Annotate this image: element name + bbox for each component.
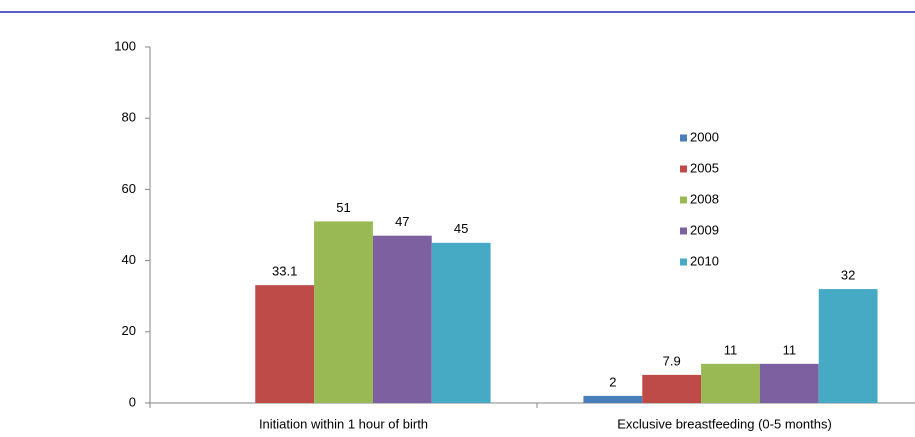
- legend-label: 2009: [690, 222, 719, 237]
- legend-label: 2008: [690, 191, 719, 206]
- legend-swatch: [680, 165, 687, 173]
- value-label: 47: [395, 214, 409, 229]
- value-label: 11: [783, 342, 797, 357]
- bar: [759, 363, 819, 403]
- legend-label: 2010: [690, 253, 719, 268]
- legend-label: 2005: [690, 160, 719, 175]
- value-label: 51: [336, 200, 350, 215]
- y-tick-label: 80: [122, 110, 136, 125]
- bar: [583, 395, 643, 403]
- bar: [642, 374, 702, 403]
- bar: [372, 235, 432, 403]
- legend-label: 2000: [690, 129, 719, 144]
- value-label: 11: [724, 342, 738, 357]
- value-label: 32: [841, 268, 855, 283]
- bar: [314, 221, 373, 403]
- legend-swatch: [680, 134, 687, 142]
- value-label: 2: [609, 374, 616, 389]
- legend-swatch: [680, 227, 687, 235]
- y-tick-label: 100: [114, 38, 136, 53]
- value-label: 7.9: [663, 353, 681, 368]
- bar: [701, 363, 760, 403]
- y-tick-label: 0: [129, 394, 136, 409]
- x-tick-label: Exclusive breastfeeding (0-5 months): [617, 416, 832, 431]
- bar: [431, 242, 491, 403]
- bar: [818, 289, 878, 403]
- bar: [255, 285, 315, 403]
- legend-swatch: [680, 196, 687, 204]
- value-label: 33.1: [272, 264, 297, 279]
- legend-swatch: [680, 258, 687, 266]
- y-tick-label: 20: [122, 323, 136, 338]
- x-tick-label: Initiation within 1 hour of birth: [259, 416, 428, 431]
- value-label: 45: [454, 221, 468, 236]
- y-tick-label: 40: [122, 252, 136, 267]
- y-tick-label: 60: [122, 181, 136, 196]
